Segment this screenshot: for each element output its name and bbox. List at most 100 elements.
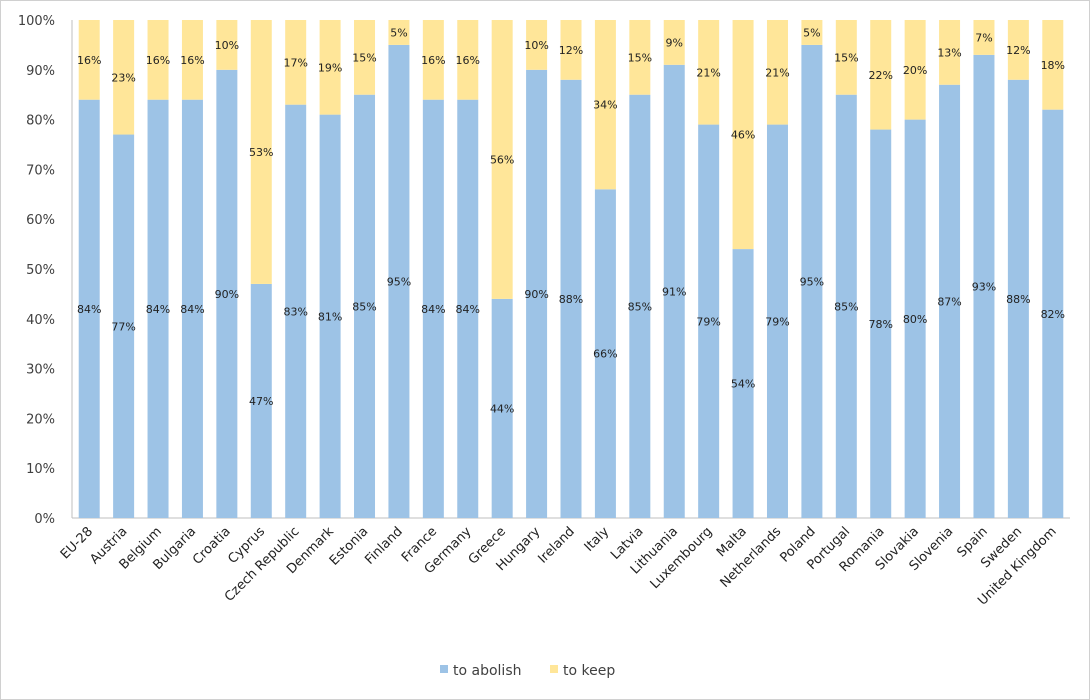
bar-to-abolish	[526, 69, 548, 519]
data-label: 91%	[662, 285, 686, 298]
data-label: 95%	[387, 275, 411, 288]
bar-to-abolish	[766, 124, 788, 518]
data-label: 5%	[803, 26, 820, 39]
x-tick-label: Finland	[362, 524, 405, 567]
data-label: 93%	[972, 280, 996, 293]
data-label: 13%	[937, 46, 961, 59]
bar-to-keep	[629, 20, 651, 95]
data-label: 9%	[666, 36, 683, 49]
bar-to-keep	[491, 20, 513, 299]
x-tick-label: Ireland	[535, 524, 577, 566]
y-tick-label: 40%	[26, 313, 55, 328]
x-tick-label: Luxembourg	[648, 524, 716, 592]
y-tick-label: 10%	[26, 462, 55, 477]
bar-to-abolish	[973, 54, 995, 519]
data-label: 77%	[111, 320, 135, 333]
y-tick-label: 100%	[18, 14, 55, 29]
bar-to-keep	[732, 20, 754, 250]
data-label: 10%	[524, 39, 548, 52]
data-label: 15%	[352, 51, 376, 64]
bar-to-keep	[1007, 20, 1029, 80]
y-tick-label: 60%	[26, 213, 55, 228]
y-tick-label: 70%	[26, 163, 55, 178]
y-tick-label: 30%	[26, 363, 55, 378]
bar-to-abolish	[354, 94, 376, 518]
data-label: 19%	[318, 61, 342, 74]
bar-to-keep	[285, 20, 307, 105]
bar-to-keep	[147, 20, 169, 100]
bar-to-keep	[388, 20, 410, 45]
bar-to-abolish	[560, 79, 582, 518]
data-label: 12%	[559, 44, 583, 57]
x-tick-label: Estonia	[327, 524, 371, 568]
data-label: 16%	[146, 54, 170, 67]
bar-to-abolish	[698, 124, 720, 518]
data-label: 16%	[77, 54, 101, 67]
data-label: 80%	[903, 313, 927, 326]
data-label: 88%	[559, 293, 583, 306]
y-tick-label: 90%	[26, 64, 55, 79]
data-label: 84%	[146, 303, 170, 316]
x-tick-label: Netherlands	[718, 524, 785, 591]
bar-to-abolish	[216, 69, 238, 519]
bar-to-keep	[663, 20, 685, 65]
bar-to-abolish	[491, 298, 513, 518]
data-label: 21%	[765, 66, 789, 79]
data-label: 56%	[490, 153, 514, 166]
bar-to-abolish	[388, 44, 410, 519]
data-label: 16%	[421, 54, 445, 67]
data-label: 84%	[456, 303, 480, 316]
bar-to-abolish	[939, 84, 961, 519]
bar-to-keep	[870, 20, 892, 130]
bar-to-abolish	[594, 189, 616, 518]
legend-swatch	[550, 665, 558, 673]
bar-to-abolish	[422, 99, 444, 519]
data-label: 10%	[215, 39, 239, 52]
bar-to-abolish	[78, 99, 100, 519]
data-label: 23%	[111, 71, 135, 84]
data-label: 34%	[593, 99, 617, 112]
bar-to-abolish	[250, 283, 272, 518]
bar-to-abolish	[113, 134, 135, 519]
y-tick-label: 50%	[26, 263, 55, 278]
data-label: 16%	[180, 54, 204, 67]
data-label: 20%	[903, 64, 927, 77]
bar-to-keep	[801, 20, 823, 45]
data-label: 18%	[1041, 59, 1065, 72]
bar-to-keep	[250, 20, 272, 284]
data-label: 46%	[731, 129, 755, 142]
data-label: 15%	[834, 51, 858, 64]
data-label: 87%	[937, 295, 961, 308]
bar-to-abolish	[1007, 79, 1029, 518]
data-label: 84%	[180, 303, 204, 316]
bar-to-abolish	[457, 99, 479, 519]
bar-to-keep	[904, 20, 926, 120]
bar-to-keep	[973, 20, 995, 55]
data-label: 88%	[1006, 293, 1030, 306]
bar-to-keep	[939, 20, 961, 85]
x-tick-label: Croatia	[190, 524, 234, 568]
data-label: 85%	[628, 300, 652, 313]
bar-to-keep	[835, 20, 857, 95]
data-label: 47%	[249, 395, 273, 408]
bar-to-keep	[78, 20, 100, 100]
data-label: 44%	[490, 402, 514, 415]
bar-to-keep	[181, 20, 203, 100]
y-tick-label: 20%	[26, 412, 55, 427]
bar-to-abolish	[870, 129, 892, 518]
data-label: 5%	[390, 26, 407, 39]
data-label: 81%	[318, 310, 342, 323]
bar-to-abolish	[904, 119, 926, 518]
data-label: 85%	[834, 300, 858, 313]
data-label: 15%	[628, 51, 652, 64]
data-label: 90%	[524, 288, 548, 301]
bar-to-abolish	[835, 94, 857, 518]
bar-to-keep	[594, 20, 616, 190]
data-label: 84%	[421, 303, 445, 316]
legend-swatch	[440, 665, 448, 673]
data-label: 90%	[215, 288, 239, 301]
data-label: 21%	[696, 66, 720, 79]
data-label: 85%	[352, 300, 376, 313]
bar-to-keep	[216, 20, 238, 70]
